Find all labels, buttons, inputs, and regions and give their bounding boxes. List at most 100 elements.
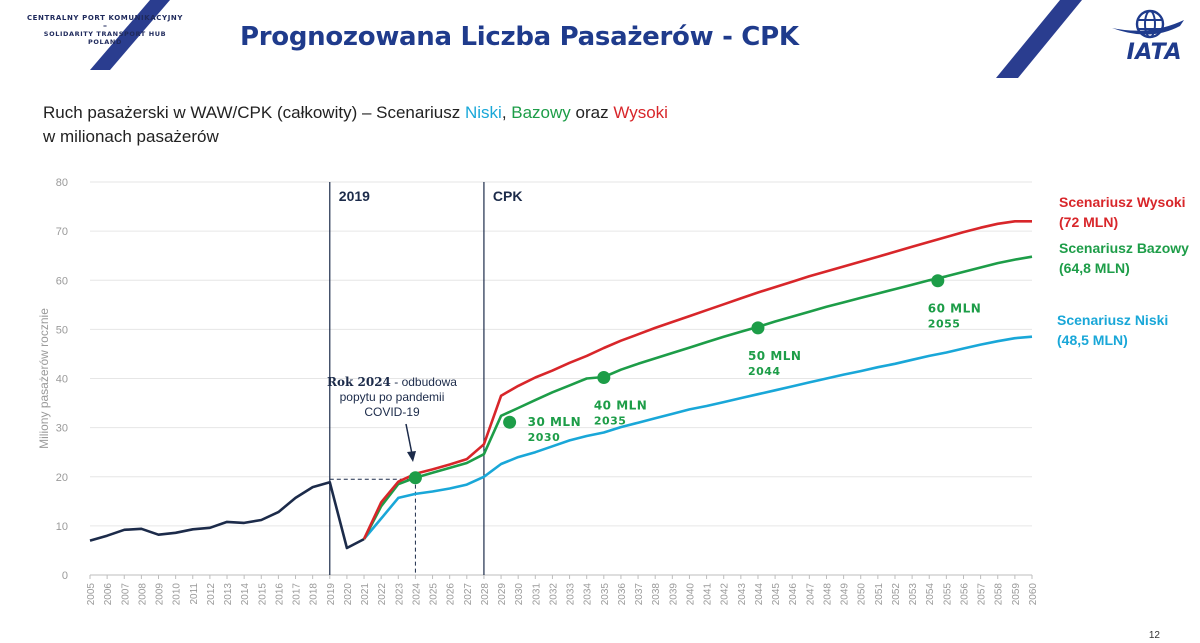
y-axis-title: Miliony pasażerów rocznie (37, 308, 51, 449)
x-tick-label: 2038 (651, 583, 662, 606)
x-tick-label: 2049 (840, 583, 851, 606)
subtitle-comma: , (501, 103, 512, 122)
subtitle-low: Niski (464, 103, 502, 122)
legend-high-value: (72 MLN) (1059, 214, 1118, 230)
x-tick-label: 2011 (189, 583, 200, 605)
y-tick-label: 20 (56, 472, 68, 484)
x-tick-label: 2013 (223, 583, 234, 606)
x-tick-label: 2047 (805, 583, 816, 606)
x-tick-label: 2051 (874, 583, 885, 606)
x-tick-label: 2034 (583, 583, 594, 606)
x-tick-label: 2005 (86, 583, 97, 606)
series-line-high (362, 220, 1032, 540)
milestone-value: 50 MLN (748, 349, 802, 363)
x-tick-label: 2017 (292, 583, 303, 606)
subtitle-line-2: w milionach pasażerów (43, 127, 219, 146)
x-tick-label: 2045 (771, 583, 782, 606)
annotation-line-2: popytu po pandemii (340, 390, 445, 404)
series-line-low (363, 335, 1033, 540)
x-tick-label: 2037 (634, 583, 645, 606)
x-tick-label: 2016 (274, 583, 285, 606)
milestone-marker (597, 371, 611, 385)
x-tick-label: 2033 (566, 583, 577, 606)
cpk-logo: CENTRALNY PORT KOMUNIKACYJNY – SOLIDARIT… (20, 14, 190, 46)
y-tick-label: 10 (56, 521, 68, 533)
x-tick-label: 2054 (925, 583, 936, 606)
x-tick-label: 2025 (429, 583, 440, 606)
annotation-bold: Rok 2024 (327, 375, 391, 389)
x-tick-label: 2048 (822, 583, 833, 606)
milestone-value: 60 MLN (928, 302, 982, 316)
subtitle-high: Wysoki (613, 103, 668, 122)
y-tick-label: 50 (56, 324, 68, 336)
x-tick-label: 2043 (737, 583, 748, 606)
milestone-year: 2030 (528, 431, 561, 444)
x-tick-label: 2007 (120, 583, 131, 606)
x-tick-label: 2057 (977, 583, 988, 606)
x-tick-label: 2018 (309, 583, 320, 606)
x-tick-label: 2039 (668, 583, 679, 606)
milestone-marker (751, 321, 765, 335)
decorative-stripe-right (996, 0, 1082, 78)
series-line-historical (89, 480, 365, 550)
chart-subtitle: Ruch pasażerski w WAW/CPK (całkowity) – … (43, 101, 668, 149)
x-tick-label: 2036 (617, 583, 628, 606)
subtitle-base: Bazowy (511, 103, 571, 122)
x-tick-label: 2021 (360, 583, 371, 606)
x-tick-label: 2006 (103, 583, 114, 606)
legend-low-value: (48,5 MLN) (1057, 332, 1128, 348)
x-tick-label: 2032 (548, 583, 559, 606)
y-tick-label: 80 (56, 177, 68, 189)
annotation-line-1: Rok 2024 - odbudowa (327, 375, 457, 389)
y-tick-label: 30 (56, 423, 68, 435)
milestone-year: 2055 (928, 318, 961, 331)
x-tick-label: 2035 (600, 583, 611, 606)
vline-label: CPK (493, 188, 523, 204)
subtitle-and: oraz (570, 103, 614, 122)
x-tick-label: 2053 (908, 583, 919, 606)
x-tick-label: 2023 (394, 583, 405, 606)
x-tick-label: 2022 (377, 583, 388, 606)
x-tick-label: 2059 (1011, 583, 1022, 606)
logo-line-1: CENTRALNY PORT KOMUNIKACYJNY (26, 14, 184, 22)
x-tick-label: 2044 (754, 583, 765, 606)
x-tick-label: 2050 (857, 583, 868, 606)
subtitle-line-1: Ruch pasażerski w WAW/CPK (całkowity) – … (43, 101, 668, 125)
page-number: 12 (1148, 630, 1160, 641)
x-tick-label: 2056 (959, 583, 970, 606)
y-tick-label: 0 (62, 570, 68, 582)
x-tick-label: 2040 (685, 583, 696, 606)
globe-icon (1112, 9, 1184, 39)
x-tick-label: 2029 (497, 583, 508, 606)
y-tick-label: 70 (56, 226, 68, 238)
x-tick-label: 2010 (172, 583, 183, 606)
milestone-value: 40 MLN (594, 399, 648, 413)
x-tick-label: 2052 (891, 583, 902, 606)
x-tick-label: 2014 (240, 583, 251, 606)
x-tick-label: 2019 (326, 583, 337, 606)
x-tick-label: 2009 (155, 583, 166, 606)
x-tick-label: 2041 (703, 583, 714, 606)
iata-logo-text: IATA (1126, 40, 1182, 65)
series-line-base (362, 255, 1033, 540)
x-tick-label: 2031 (531, 583, 542, 606)
x-tick-label: 2055 (942, 583, 953, 606)
x-tick-label: 2015 (257, 583, 268, 606)
milestone-marker (503, 415, 517, 429)
milestone-marker (408, 471, 422, 485)
x-tick-label: 2012 (206, 583, 217, 606)
annotation-line-3: COVID-19 (364, 405, 420, 419)
x-tick-label: 2008 (137, 583, 148, 606)
annotation-rest: - odbudowa (391, 375, 457, 389)
x-tick-label: 2027 (463, 583, 474, 606)
x-tick-label: 2024 (411, 583, 422, 606)
legend-low-name: Scenariusz Niski (1057, 312, 1168, 328)
x-tick-label: 2026 (446, 583, 457, 606)
x-tick-label: 2046 (788, 583, 799, 606)
milestone-value: 30 MLN (528, 415, 582, 429)
y-tick-label: 60 (56, 275, 68, 287)
annotation-arrow-head (407, 451, 416, 462)
x-tick-label: 2058 (994, 583, 1005, 606)
x-tick-label: 2020 (343, 583, 354, 606)
